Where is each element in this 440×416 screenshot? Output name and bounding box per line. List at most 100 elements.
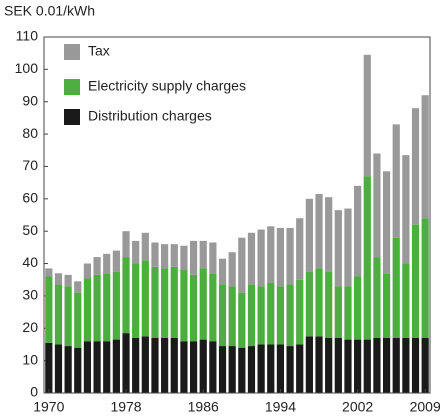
- bar-segment: [247, 284, 256, 347]
- bar-segment: [276, 286, 285, 345]
- bar-segment: [276, 344, 285, 393]
- bar-segment: [392, 237, 400, 338]
- bar-segment: [93, 257, 101, 275]
- bar-segment: [54, 273, 63, 285]
- bar-segment: [83, 263, 92, 279]
- legend-label: Distribution charges: [88, 108, 212, 124]
- plot-frame: [43, 36, 431, 394]
- bar-segment: [296, 218, 304, 280]
- legend-swatch: [64, 109, 80, 125]
- y-tick-label: 20: [22, 319, 38, 335]
- bar-segment: [161, 244, 169, 269]
- y-axis-title: SEK 0.01/kWh: [4, 3, 95, 19]
- legend-swatch: [64, 44, 80, 60]
- bar-segment: [325, 197, 333, 272]
- bar-segment: [344, 339, 352, 393]
- bar-segment: [238, 347, 246, 393]
- bar-segment: [54, 344, 63, 393]
- x-tick-label: 1970: [33, 399, 64, 415]
- x-tick-label: 2002: [342, 399, 373, 415]
- bar-segment: [315, 336, 323, 393]
- bar-segment: [411, 108, 420, 225]
- bar-segment: [267, 282, 275, 345]
- bar-segment: [103, 273, 111, 342]
- bar-segment: [286, 346, 294, 393]
- y-tick-label: 100: [15, 60, 39, 76]
- bar-segment: [382, 171, 391, 274]
- bar-segment: [112, 271, 120, 340]
- bar-segment: [151, 242, 159, 267]
- bar-segment: [315, 193, 323, 269]
- bar-segment: [411, 224, 420, 338]
- bar-segment: [315, 268, 323, 337]
- bar-segment: [93, 341, 101, 393]
- bar-segment: [286, 227, 294, 285]
- bar-segment: [74, 347, 82, 393]
- bar-segment: [189, 240, 198, 275]
- bar-segment: [247, 346, 256, 393]
- y-tick-label: 40: [22, 254, 38, 270]
- bar-segment: [122, 231, 130, 258]
- bar-segment: [189, 274, 198, 342]
- bar-segment: [170, 266, 178, 338]
- bar-segment: [411, 337, 420, 393]
- bar-segment: [141, 232, 149, 261]
- bar-segment: [93, 274, 101, 342]
- bar-segment: [334, 337, 342, 393]
- bar-segment: [267, 344, 275, 393]
- bar-segment: [199, 339, 207, 393]
- bar-segment: [228, 346, 236, 393]
- bar-segment: [54, 284, 63, 345]
- y-tick-label: 30: [22, 287, 38, 303]
- bar-segment: [267, 226, 275, 283]
- bar-segment: [132, 337, 140, 393]
- bar-segment: [161, 268, 169, 338]
- bar-segment: [402, 337, 410, 393]
- bar-segment: [305, 198, 313, 272]
- legend-swatch: [64, 79, 80, 95]
- bar-segment: [363, 339, 371, 393]
- bar-segment: [112, 339, 120, 393]
- bar-segment: [74, 292, 82, 348]
- bar-segment: [354, 339, 362, 393]
- x-tick-label: 1986: [188, 399, 219, 415]
- bar-segment: [276, 227, 285, 287]
- y-tick-label: 110: [16, 28, 39, 44]
- bar-segment: [373, 257, 381, 338]
- bar-segment: [151, 266, 159, 338]
- bar-segment: [189, 341, 198, 393]
- bar-segment: [199, 240, 207, 269]
- bar-segment: [373, 337, 381, 393]
- bar-segment: [354, 276, 362, 340]
- x-tick-label: 1994: [265, 399, 296, 415]
- bar-segment: [45, 342, 53, 393]
- bar-segment: [64, 274, 72, 287]
- bar-segment: [122, 333, 130, 393]
- bar-segment: [122, 257, 130, 334]
- x-tick-label: 1978: [110, 399, 141, 415]
- bar-segment: [180, 245, 188, 271]
- bar-segment: [334, 210, 342, 287]
- bar-segment: [238, 292, 246, 348]
- bar-segment: [218, 346, 227, 393]
- bar-segment: [382, 273, 391, 338]
- bar-segment: [363, 54, 371, 177]
- bar-segment: [161, 337, 169, 393]
- y-tick-label: 80: [22, 125, 38, 141]
- bar-segment: [305, 336, 313, 393]
- bar-segment: [247, 232, 256, 285]
- bar-segment: [373, 153, 381, 258]
- y-tick-label: 90: [22, 92, 38, 108]
- bar-segment: [209, 242, 217, 274]
- y-tick-label: 70: [22, 157, 38, 173]
- bar-segment: [421, 95, 429, 219]
- bar-segment: [238, 237, 246, 293]
- bar-segment: [218, 284, 227, 347]
- bar-segment: [64, 346, 72, 393]
- bar-segment: [45, 268, 53, 277]
- y-tick-label: 10: [22, 351, 38, 367]
- bar-segment: [257, 286, 265, 345]
- bar-segment: [354, 185, 362, 277]
- bar-segment: [199, 268, 207, 340]
